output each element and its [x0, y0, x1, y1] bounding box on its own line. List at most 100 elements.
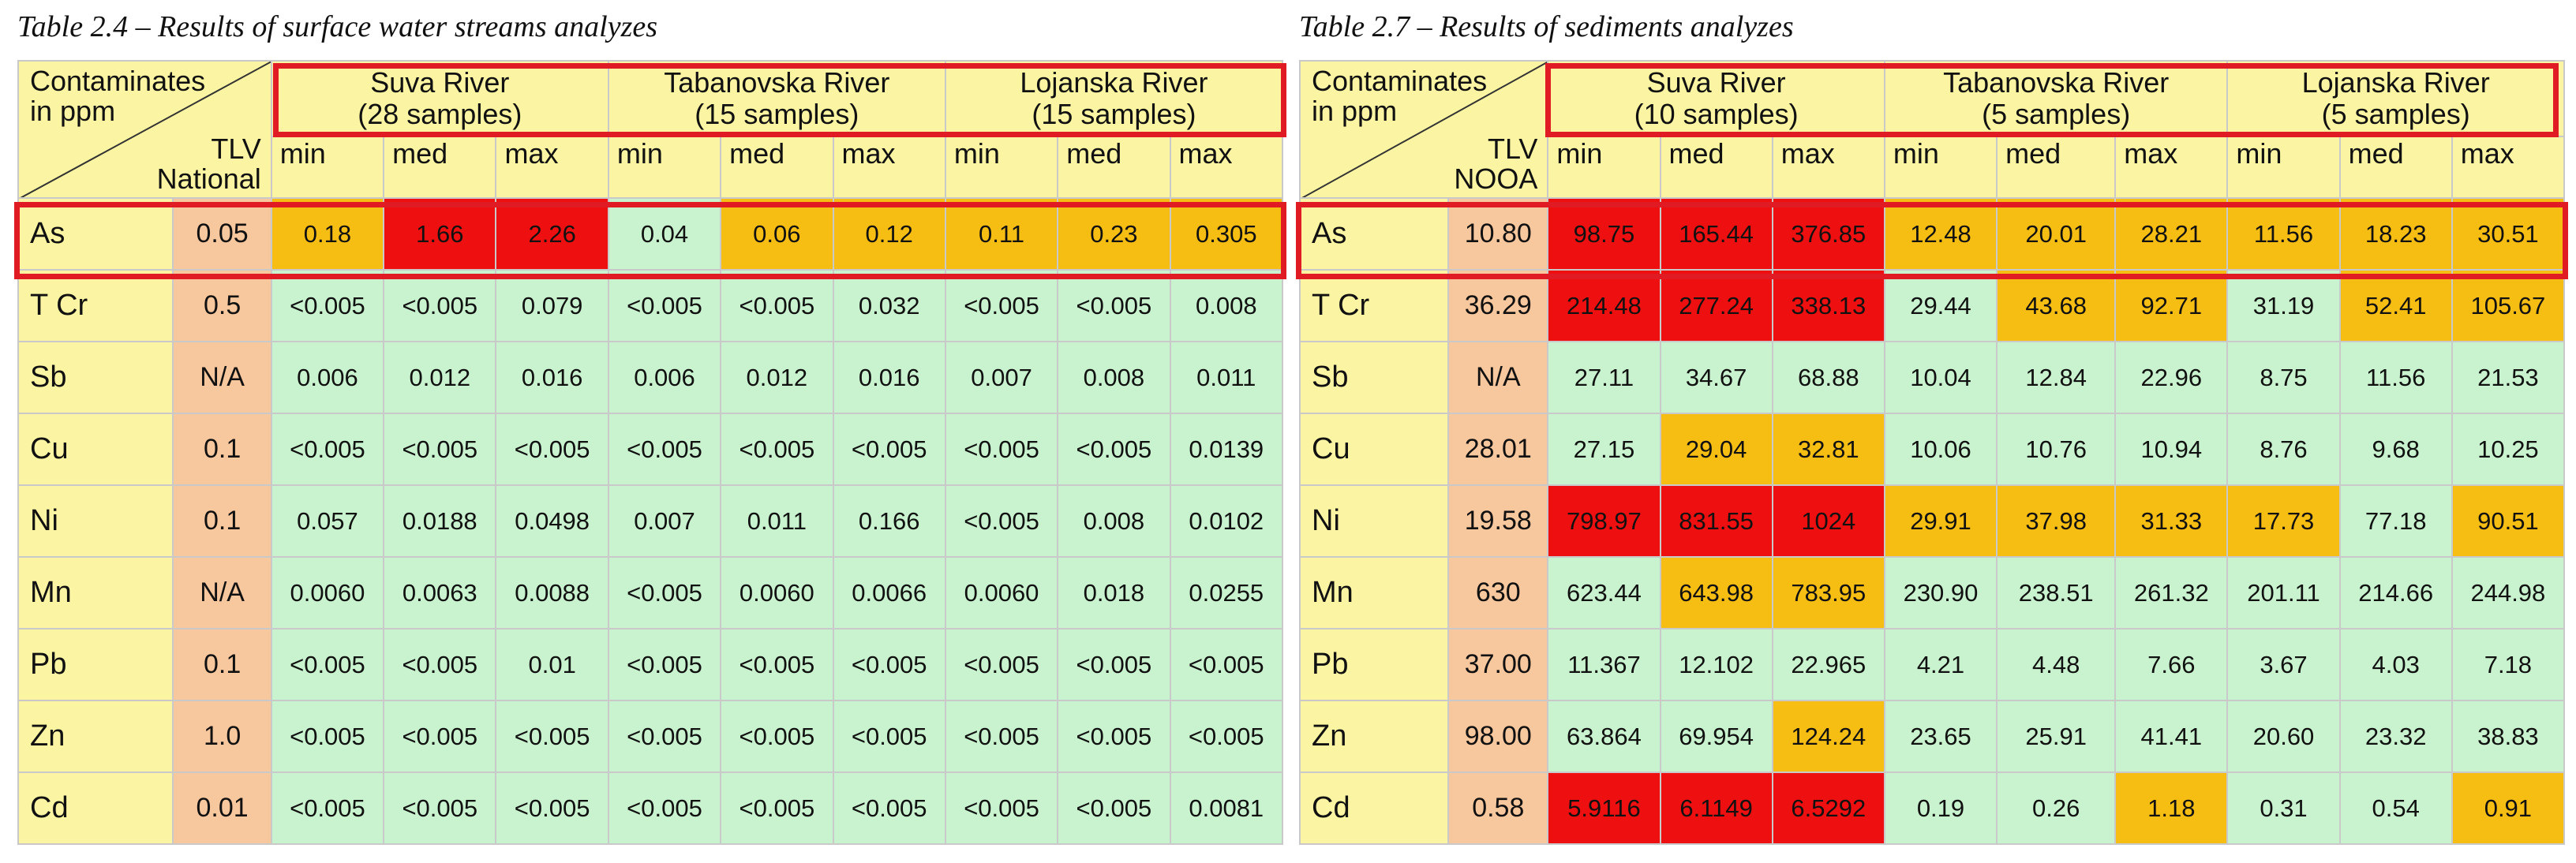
value-cell: 41.41	[2114, 700, 2229, 773]
value-cell: 6.5292	[1771, 771, 1885, 845]
value-cell: <0.005	[1057, 700, 1171, 773]
tlv-cell: 19.58	[1447, 484, 1549, 558]
value-cell: 20.60	[2226, 700, 2341, 773]
value-cell: 37.98	[1996, 484, 2117, 558]
element-name-cell: Sb	[1298, 341, 1450, 414]
value-cell: 0.018	[1057, 556, 1171, 630]
value-cell: 11.56	[2338, 341, 2453, 414]
value-cell: <0.005	[607, 628, 722, 701]
value-cell: 0.032	[832, 269, 946, 342]
value-cell: 3.67	[2226, 628, 2341, 701]
tlv-cell: 98.00	[1447, 700, 1549, 773]
river-header-tabanovska: Tabanovska River (15 samples)	[607, 60, 946, 137]
value-cell: 21.53	[2451, 341, 2566, 414]
value-cell: <0.005	[1057, 413, 1171, 486]
value-cell: 98.75	[1547, 197, 1661, 271]
value-cell: <0.005	[720, 771, 834, 845]
value-cell: 0.0188	[383, 484, 497, 558]
corner-label-top: Contaminates in ppm	[30, 65, 206, 127]
value-cell: 376.85	[1771, 197, 1885, 271]
stat-header-max: max	[832, 136, 946, 199]
value-cell: 23.32	[2338, 700, 2453, 773]
value-cell: 10.76	[1996, 413, 2117, 486]
tlv-cell: 1.0	[172, 700, 272, 773]
tlv-cell: 0.05	[172, 197, 272, 271]
tlv-cell: 0.01	[172, 771, 272, 845]
value-cell: <0.005	[607, 556, 722, 630]
value-cell: <0.005	[383, 413, 497, 486]
element-name-cell: Cd	[1298, 771, 1450, 845]
element-name-cell: Cd	[17, 771, 174, 845]
value-cell: 0.91	[2451, 771, 2566, 845]
table-row: As 0.05 0.18 1.66 2.26 0.04 0.06 0.12 0.11 0.23 0.…	[17, 197, 1284, 271]
value-cell: 0.016	[832, 341, 946, 414]
tlv-cell: 0.1	[172, 628, 272, 701]
value-cell: 69.954	[1659, 700, 1773, 773]
tlv-cell: 0.1	[172, 413, 272, 486]
value-cell: <0.005	[832, 413, 946, 486]
value-cell: <0.005	[495, 700, 609, 773]
diagonal-divider	[21, 62, 270, 196]
value-cell: 63.864	[1547, 700, 1661, 773]
element-name-cell: As	[17, 197, 174, 271]
table-row: Cd 0.01 <0.005 <0.005 <0.005 <0.005 <0.005 <0.0…	[17, 771, 1284, 845]
table-row: Ni 0.1 0.057 0.0188 0.0498 0.007 0.011 0.166 <0.…	[17, 484, 1284, 558]
value-cell: <0.005	[944, 700, 1059, 773]
value-cell: 4.48	[1996, 628, 2117, 701]
value-cell: 0.305	[1169, 197, 1284, 271]
value-cell: 214.48	[1547, 269, 1661, 342]
value-cell: 31.19	[2226, 269, 2341, 342]
value-cell: <0.005	[270, 413, 385, 486]
value-cell: 0.006	[607, 341, 722, 414]
tlv-cell: N/A	[172, 341, 272, 414]
stat-header-min: min	[2226, 136, 2341, 199]
value-cell: 29.04	[1659, 413, 1773, 486]
value-cell: 8.75	[2226, 341, 2341, 414]
table-row: Mn N/A 0.0060 0.0063 0.0088 <0.005 0.0060 0.006…	[17, 556, 1284, 630]
value-cell: 0.12	[832, 197, 946, 271]
value-cell: 0.0102	[1169, 484, 1284, 558]
value-cell: 27.15	[1547, 413, 1661, 486]
value-cell: 12.102	[1659, 628, 1773, 701]
value-cell: 32.81	[1771, 413, 1885, 486]
value-cell: 783.95	[1771, 556, 1885, 630]
value-cell: <0.005	[832, 700, 946, 773]
table-row: Pb 37.00 11.367 12.102 22.965 4.21 4.48 7.66 3.6…	[1298, 628, 2566, 701]
tlv-cell: N/A	[172, 556, 272, 630]
value-cell: 0.0066	[832, 556, 946, 630]
corner-label-bottom: TLV NOOA	[1454, 133, 1538, 195]
diagonal-divider	[1303, 62, 1547, 196]
value-cell: 0.011	[1169, 341, 1284, 414]
value-cell: 23.65	[1883, 700, 1998, 773]
table-row: Cu 28.01 27.15 29.04 32.81 10.06 10.76 10.94 8.7…	[1298, 413, 2566, 486]
value-cell: 29.44	[1883, 269, 1998, 342]
element-name-cell: T Cr	[1298, 269, 1450, 342]
value-cell: 261.32	[2114, 556, 2229, 630]
value-cell: 27.11	[1547, 341, 1661, 414]
tlv-cell: 630	[1447, 556, 1549, 630]
tlv-cell: 10.80	[1447, 197, 1549, 271]
table-row: As 10.80 98.75 165.44 376.85 12.48 20.01 28.21 1…	[1298, 197, 2566, 271]
value-cell: <0.005	[383, 628, 497, 701]
value-cell: 0.008	[1169, 269, 1284, 342]
value-cell: 43.68	[1996, 269, 2117, 342]
value-cell: 11.56	[2226, 197, 2341, 271]
value-cell: 0.0081	[1169, 771, 1284, 845]
value-cell: 0.0060	[944, 556, 1059, 630]
element-name-cell: Cu	[1298, 413, 1450, 486]
element-name-cell: Zn	[1298, 700, 1450, 773]
element-name-cell: Pb	[1298, 628, 1450, 701]
value-cell: 0.0063	[383, 556, 497, 630]
stat-header-med: med	[720, 136, 834, 199]
river-header-tabanovska: Tabanovska River (5 samples)	[1883, 60, 2229, 137]
value-cell: <0.005	[607, 413, 722, 486]
value-cell: 643.98	[1659, 556, 1773, 630]
value-cell: 0.0498	[495, 484, 609, 558]
value-cell: 1.66	[383, 197, 497, 271]
value-cell: 8.76	[2226, 413, 2341, 486]
value-cell: 0.23	[1057, 197, 1171, 271]
value-cell: 0.06	[720, 197, 834, 271]
value-cell: <0.005	[1169, 628, 1284, 701]
value-cell: <0.005	[270, 628, 385, 701]
element-name-cell: Cu	[17, 413, 174, 486]
